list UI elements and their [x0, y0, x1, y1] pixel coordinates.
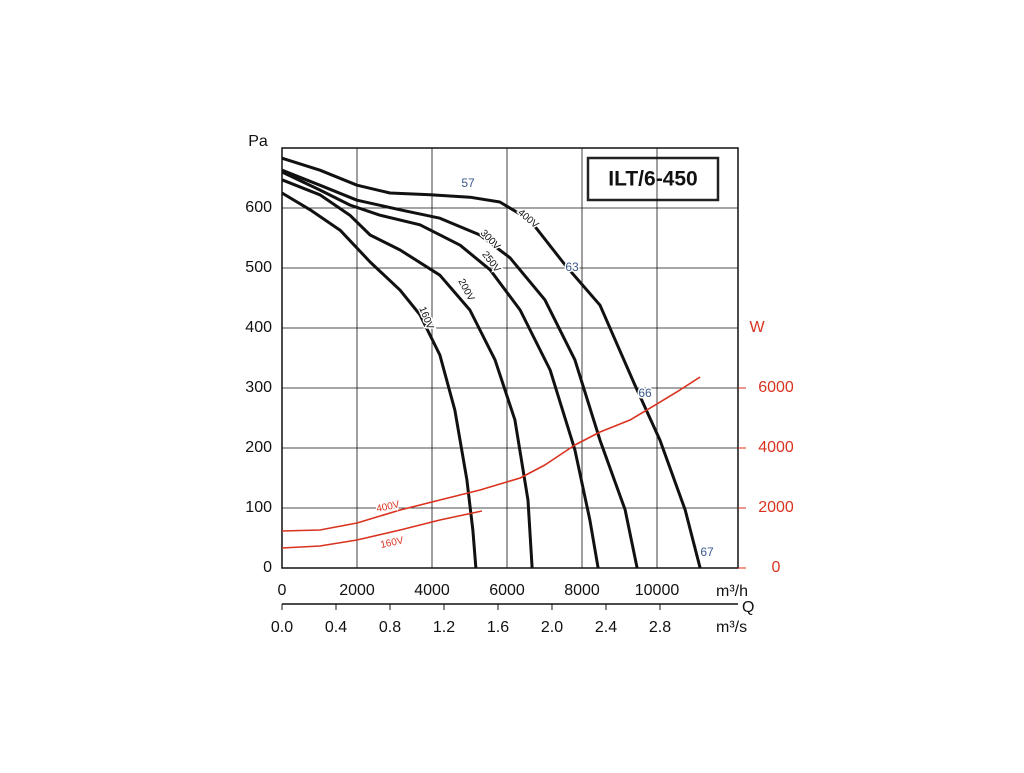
x2-tick-label: 2.8 [649, 619, 671, 636]
x-tick-label: 6000 [489, 582, 525, 599]
x2-tick-label: 0.4 [325, 619, 347, 636]
x-quantity: Q [742, 599, 754, 616]
curve [281, 191, 478, 569]
y2-tick-label: 4000 [758, 439, 794, 456]
x-tick-label: 8000 [564, 582, 600, 599]
y-tick-label: 0 [263, 559, 272, 576]
y-tick-label: 500 [245, 259, 272, 276]
curve [281, 156, 702, 569]
x2-tick-label: 2.0 [541, 619, 563, 636]
curve [281, 170, 600, 569]
curve-label: 200V [456, 277, 477, 303]
noise-annotation: 57 [461, 176, 475, 190]
noise-annotation: 63 [565, 260, 579, 274]
curve [281, 178, 534, 569]
y-tick-label: 300 [245, 379, 272, 396]
x2-tick-label: 0.0 [271, 619, 293, 636]
y-tick-label: 200 [245, 439, 272, 456]
x-axis-label: m³/h [716, 583, 748, 600]
x-tick-label: 2000 [339, 582, 375, 599]
curve [281, 510, 483, 549]
y-tick-label: 400 [245, 319, 272, 336]
y2-tick-label: 2000 [758, 499, 794, 516]
noise-annotation: 67 [700, 545, 714, 559]
chart-title: ILT/6-450 [608, 168, 697, 191]
curve [281, 168, 639, 569]
x-tick-label: 10000 [635, 582, 680, 599]
y-tick-label: 100 [245, 499, 272, 516]
x2-tick-label: 1.2 [433, 619, 455, 636]
curve-label: 160V [416, 305, 435, 331]
curve-label: 160V [379, 535, 404, 551]
noise-annotation: 66 [638, 386, 652, 400]
y-axis-label: Pa [248, 133, 268, 150]
y2-axis-label: W [749, 319, 765, 336]
curve-label: 400V [375, 499, 400, 515]
x2-tick-label: 1.6 [487, 619, 509, 636]
plot-frame [281, 147, 739, 569]
x2-tick-label: 0.8 [379, 619, 401, 636]
x2-tick-label: 2.4 [595, 619, 617, 636]
title-box [586, 156, 720, 202]
y2-tick-label: 6000 [758, 379, 794, 396]
x-tick-label: 0 [278, 582, 287, 599]
curve [281, 376, 701, 532]
y-tick-label: 600 [245, 199, 272, 216]
x-tick-label: 4000 [414, 582, 450, 599]
y2-tick-label: 0 [772, 559, 781, 576]
x2-axis-label: m³/s [716, 619, 747, 636]
